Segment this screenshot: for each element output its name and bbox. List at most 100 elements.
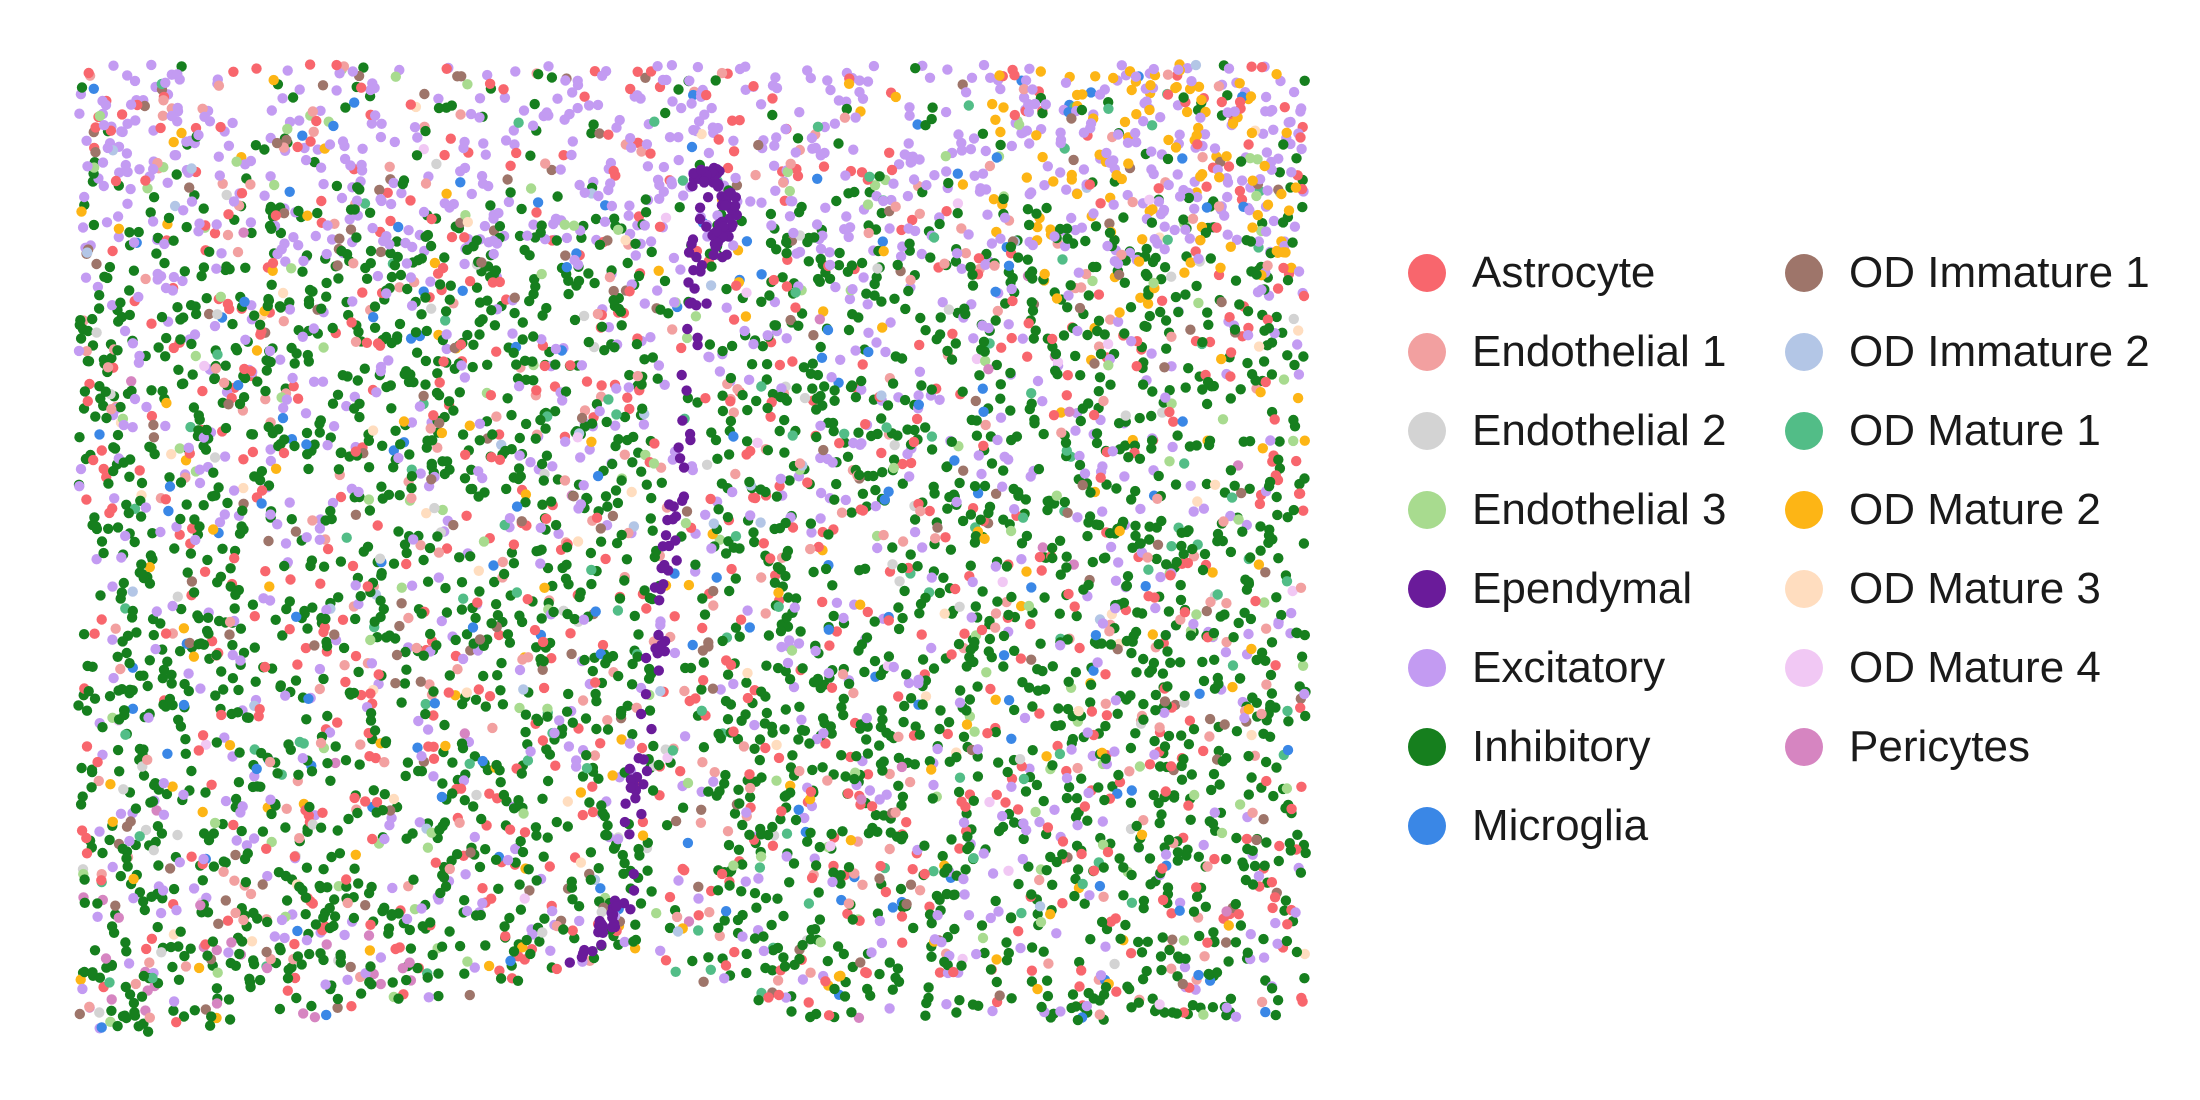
point-inhibitory [142,680,153,692]
point-inhibitory [514,230,526,242]
point-astrocyte [346,317,357,328]
point-od-immature-1 [901,898,912,910]
point-inhibitory [482,295,493,306]
point-inhibitory [383,928,394,939]
point-inhibitory [363,888,375,899]
point-endothelial-1 [278,316,289,327]
point-od-immature-1 [502,174,513,185]
point-astrocyte [498,84,509,95]
point-inhibitory [332,825,343,836]
point-od-mature-2 [1221,151,1232,162]
point-inhibitory [490,854,502,865]
point-inhibitory [637,403,648,414]
point-microglia [952,168,963,179]
point-inhibitory [920,325,931,336]
point-pericytes [321,939,332,950]
point-inhibitory [1201,478,1213,490]
point-inhibitory [967,999,979,1010]
point-excitatory [216,248,227,259]
point-od-mature-2 [1283,205,1295,216]
point-inhibitory [1208,768,1220,780]
point-excitatory [141,401,152,413]
point-inhibitory [703,952,714,963]
point-excitatory [342,974,353,985]
point-excitatory [592,99,604,111]
point-astrocyte [1009,70,1020,81]
point-inhibitory [83,356,95,367]
point-inhibitory [1063,781,1075,793]
point-astrocyte [459,232,470,243]
point-inhibitory [1105,639,1117,650]
point-astrocyte [722,162,734,174]
point-inhibitory [771,491,783,502]
point-endothelial-1 [281,803,292,814]
point-excitatory [527,120,539,131]
point-inhibitory [868,470,879,482]
point-inhibitory [211,737,222,748]
point-inhibitory [788,858,800,869]
point-od-mature-2 [991,954,1002,965]
point-inhibitory [175,926,186,937]
point-excitatory [966,612,977,623]
point-endothelial-1 [1175,614,1186,625]
point-endothelial-1 [1034,874,1045,886]
point-od-immature-1 [186,576,198,587]
point-inhibitory [1287,237,1298,248]
point-inhibitory [760,892,772,904]
point-inhibitory [112,744,124,756]
point-astrocyte [1162,89,1174,100]
point-endothelial-3 [1051,490,1063,501]
point-inhibitory [946,608,958,619]
point-inhibitory [832,941,844,952]
point-inhibitory [94,290,105,301]
point-endothelial-1 [1142,552,1153,563]
point-excitatory [275,354,286,365]
point-excitatory [117,126,128,138]
point-excitatory [1027,239,1039,251]
point-inhibitory [1076,773,1087,784]
point-inhibitory [1276,609,1287,621]
point-excitatory [488,248,499,260]
point-inhibitory [1255,521,1266,532]
point-endothelial-1 [1197,152,1208,163]
point-inhibitory [115,401,126,413]
point-inhibitory [340,102,351,113]
point-inhibitory [807,764,818,776]
point-astrocyte [677,863,688,875]
point-astrocyte [1295,702,1306,713]
point-od-mature-4 [825,840,836,852]
point-astrocyte [924,901,935,912]
point-astrocyte [1246,61,1257,72]
point-inhibitory [862,983,873,995]
point-inhibitory [807,358,818,369]
point-excitatory [245,155,257,167]
point-excitatory [92,281,104,293]
point-inhibitory [492,670,503,681]
point-inhibitory [1203,319,1214,330]
point-excitatory [770,185,781,196]
point-od-immature-1 [698,976,709,987]
point-endothelial-1 [245,888,257,900]
point-inhibitory [186,765,197,777]
point-excitatory [294,84,305,95]
point-excitatory [171,521,182,532]
point-inhibitory [1143,289,1154,300]
point-excitatory [488,235,499,246]
point-astrocyte [624,286,635,297]
point-astrocyte [1156,295,1168,306]
point-astrocyte [700,393,711,404]
point-endothelial-1 [217,178,228,189]
point-inhibitory [406,471,418,482]
point-excitatory [679,731,691,742]
point-astrocyte [464,276,476,287]
point-excitatory [579,187,590,198]
point-inhibitory [831,195,842,207]
point-inhibitory [900,303,911,315]
point-astrocyte [441,543,453,554]
point-excitatory [941,166,952,177]
point-excitatory [673,875,684,886]
point-inhibitory [923,982,934,993]
point-inhibitory [537,793,548,804]
point-astrocyte [134,465,145,476]
point-inhibitory [961,705,972,716]
